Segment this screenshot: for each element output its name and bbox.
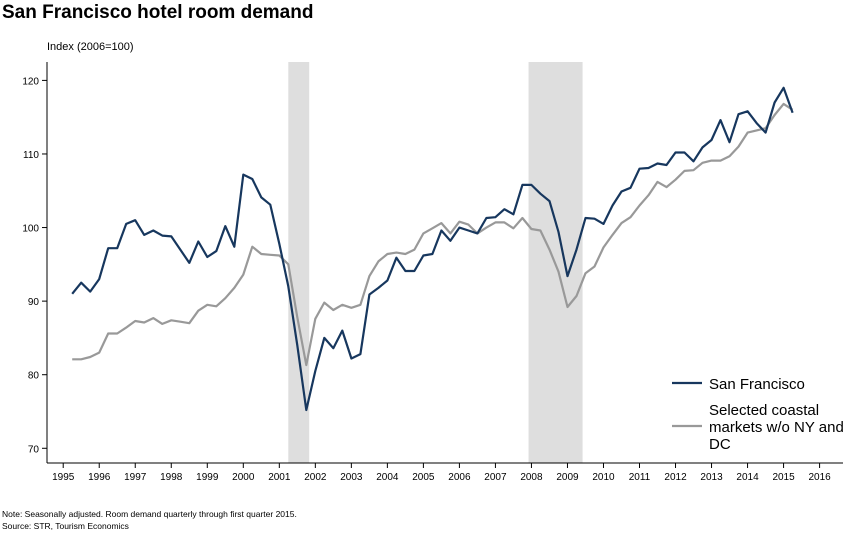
x-tick-label: 2009	[556, 472, 579, 483]
y-tick-label: 90	[28, 297, 40, 308]
x-tick-label: 1998	[160, 472, 183, 483]
y-axis-label: Index (2006=100)	[47, 41, 134, 53]
source-text: Source: STR, Tourism Economics	[2, 521, 129, 531]
chart-svg: 1995 1996 1997 1998 1999 2000 2001 2002 2003 2004…	[22, 41, 844, 483]
x-tick-label: 2013	[700, 472, 723, 483]
legend-label-coastal-markets: Selected coastal markets w/o NY and DC	[709, 402, 844, 453]
note-text: Note: Seasonally adjusted. Room demand q…	[2, 509, 297, 519]
x-tick-label: 1995	[52, 472, 75, 483]
y-ticks: 70 80 90 100 110 120	[22, 76, 47, 455]
y-tick-label: 100	[22, 224, 39, 235]
x-tick-label: 2010	[592, 472, 615, 483]
x-tick-label: 2007	[484, 472, 507, 483]
x-tick-label: 2003	[340, 472, 363, 483]
series-line-san-francisco	[71, 86, 794, 412]
x-tick-label: 2015	[772, 472, 795, 483]
x-tick-label: 2001	[268, 472, 291, 483]
x-tick-label: 2011	[629, 472, 651, 483]
y-tick-label: 110	[23, 150, 39, 161]
x-tick-label: 2006	[448, 472, 471, 483]
chart-title: San Francisco hotel room demand	[2, 2, 314, 23]
y-tick-label: 70	[28, 444, 40, 455]
x-tick-label: 1996	[88, 472, 111, 483]
series-group	[71, 86, 794, 412]
axes	[46, 62, 843, 464]
y-tick-label: 120	[22, 76, 39, 87]
x-tick-label: 1999	[196, 472, 219, 483]
x-tick-label: 2008	[520, 472, 543, 483]
x-tick-label: 2014	[736, 472, 759, 483]
y-tick-label: 80	[28, 371, 40, 382]
x-tick-label: 2005	[412, 472, 435, 483]
x-tick-label: 2000	[232, 472, 255, 483]
recession-bands	[288, 62, 583, 463]
legend-label-san-francisco: San Francisco	[709, 376, 805, 393]
recession-band-1	[288, 62, 310, 463]
x-tick-label: 2002	[304, 472, 327, 483]
x-tick-label: 1997	[124, 472, 147, 483]
legend: San Francisco Selected coastal markets w/o…	[672, 376, 844, 453]
series-line-coastal-markets	[72, 102, 794, 367]
x-ticks: 1995 1996 1997 1998 1999 2000 2001 2002 2003 2004…	[52, 463, 831, 483]
x-tick-label: 2016	[808, 472, 831, 483]
x-tick-label: 2012	[664, 472, 687, 483]
x-tick-label: 2004	[376, 472, 399, 483]
